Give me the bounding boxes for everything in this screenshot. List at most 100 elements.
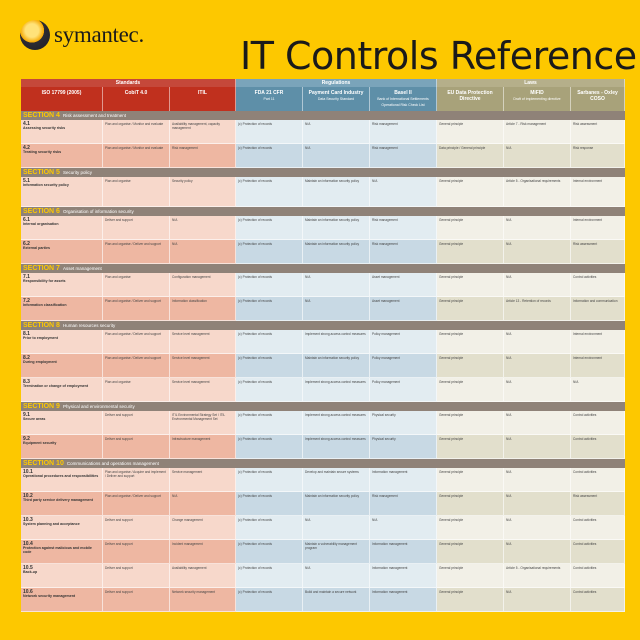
mapping-cell: General principle [437, 354, 504, 378]
mapping-cell: Plan and organise [103, 177, 170, 207]
section-number: SECTION 4 [23, 112, 60, 119]
mapping-cell: General principle [437, 297, 504, 321]
column-label: ITIL [198, 90, 207, 96]
mapping-cell: N/A [504, 516, 571, 540]
section-title: Risk assessment and treatment [62, 113, 126, 118]
section-number: SECTION 5 [23, 169, 60, 176]
mapping-cell: Maintain an information security policy [303, 177, 370, 207]
header-groups: Standards Regulations Laws [21, 79, 625, 87]
control-id: 10.5 [23, 565, 33, 571]
mapping-cell: Policy management [370, 378, 437, 402]
mapping-cell: General principle [437, 588, 504, 612]
mapping-cell: Deliver and support [103, 540, 170, 564]
column-header: MiFID Draft of implementing directive [504, 87, 571, 111]
mapping-cell: N/A [303, 297, 370, 321]
control-id: 4.1 [23, 121, 30, 127]
control-title: Internal organisation [23, 222, 59, 226]
mapping-cell: (c) Protection of records [236, 468, 303, 492]
mapping-cell: Maintain an information security policy [303, 216, 370, 240]
mapping-cell: Control activities [571, 468, 625, 492]
iso-control-cell: 8.1 Prior to employment [21, 330, 103, 354]
control-title: Assessing security risks [23, 126, 66, 130]
table-row: 10.1 Operational procedures and responsib… [21, 468, 625, 492]
mapping-cell: N/A [370, 516, 437, 540]
group-regulations: Regulations [236, 79, 437, 87]
mapping-cell: General principle [437, 120, 504, 144]
mapping-cell: General principle [437, 378, 504, 402]
group-laws: Laws [437, 79, 625, 87]
mapping-cell: Service management [170, 468, 236, 492]
mapping-cell: Plan and organise / Deliver and support [103, 240, 170, 264]
table-row: 4.2 Treating security risks Plan and organ… [21, 144, 625, 168]
mapping-cell: Implement strong access control measures [303, 411, 370, 435]
section-title: Organisation of information security [62, 209, 134, 214]
control-title: Operational procedures and responsibilit… [23, 474, 99, 478]
mapping-cell: Control activities [571, 411, 625, 435]
column-header: ISO 17799 (2005) [21, 87, 103, 111]
table-row: 4.1 Assessing security risks Plan and orga… [21, 120, 625, 144]
mapping-cell: Article 5 - Organisational requirements [504, 564, 571, 588]
mapping-cell: N/A [303, 120, 370, 144]
control-id: 9.2 [23, 436, 30, 442]
control-id: 10.1 [23, 469, 33, 475]
control-id: 8.2 [23, 355, 30, 361]
section-header: SECTION 9 Physical and environmental secu… [21, 402, 625, 411]
mapping-cell: General principle [437, 240, 504, 264]
control-title: Back-up [23, 570, 38, 574]
column-sublabel: Data Security Standard [317, 97, 355, 101]
table-row: 6.2 External parties Plan and organise / D… [21, 240, 625, 264]
column-header: EU Data Protection Directive [437, 87, 504, 111]
column-sublabel: Part 11 [263, 97, 275, 101]
mapping-cell: Change management [170, 516, 236, 540]
mapping-cell: (c) Protection of records [236, 216, 303, 240]
mapping-cell: Risk assessment [571, 240, 625, 264]
mapping-cell: Plan and organise / Monitor and evaluate [103, 144, 170, 168]
mapping-cell: (c) Protection of records [236, 297, 303, 321]
section-number: SECTION 9 [23, 403, 60, 410]
mapping-cell: Plan and organise [103, 273, 170, 297]
mapping-cell: Risk management [370, 120, 437, 144]
iso-control-cell: 7.2 Information classification [21, 297, 103, 321]
mapping-cell: Control activities [571, 588, 625, 612]
mapping-cell: General principle [437, 540, 504, 564]
iso-control-cell: 4.1 Assessing security risks [21, 120, 103, 144]
iso-control-cell: 5.1 Information security policy [21, 177, 103, 207]
mapping-cell: (c) Protection of records [236, 144, 303, 168]
table-row: 10.6 Network security management Deliver a… [21, 588, 625, 612]
control-title: Secure areas [23, 417, 46, 421]
section-number: SECTION 8 [23, 322, 60, 329]
control-title: External parties [23, 246, 50, 250]
page-title: IT Controls Reference [240, 34, 637, 78]
column-header: Payment Card Industry Data Security Stand… [303, 87, 370, 111]
mapping-cell: Asset management [370, 297, 437, 321]
mapping-cell: Network security management [170, 588, 236, 612]
mapping-cell: Information management [370, 468, 437, 492]
mapping-cell: Risk response [571, 144, 625, 168]
mapping-cell: (c) Protection of records [236, 540, 303, 564]
control-title: Treating security risks [23, 150, 62, 154]
column-sublabel: Bank of International Settlements Operat… [377, 97, 429, 107]
iso-control-cell: 10.3 System planning and acceptance [21, 516, 103, 540]
control-id: 7.2 [23, 298, 30, 304]
iso-control-cell: 9.1 Secure areas [21, 411, 103, 435]
mapping-cell: N/A [504, 435, 571, 459]
mapping-cell: (c) Protection of records [236, 120, 303, 144]
table-row: 10.2 Third party service delivery managem… [21, 492, 625, 516]
mapping-cell: General principle [437, 273, 504, 297]
section-header: SECTION 7 Asset management [21, 264, 625, 273]
mapping-cell: Control activities [571, 516, 625, 540]
controls-table: Standards Regulations Laws ISO 17799 (20… [21, 79, 625, 612]
mapping-cell: Policy management [370, 330, 437, 354]
table-row: 10.4 Protection against malicious and mob… [21, 540, 625, 564]
control-id: 8.3 [23, 379, 30, 385]
table-body: SECTION 4 Risk assessment and treatment 4.… [21, 111, 625, 612]
mapping-cell: Risk assessment [571, 492, 625, 516]
mapping-cell: (c) Protection of records [236, 564, 303, 588]
mapping-cell: N/A [504, 540, 571, 564]
mapping-cell: Plan and organise / Monitor and evaluate [103, 120, 170, 144]
section-title: Physical and environmental security [62, 404, 135, 409]
mapping-cell: Maintain an information security policy [303, 354, 370, 378]
mapping-cell: Information and communication [571, 297, 625, 321]
mapping-cell: Plan and organise / Deliver and support [103, 297, 170, 321]
mapping-cell: N/A [303, 516, 370, 540]
